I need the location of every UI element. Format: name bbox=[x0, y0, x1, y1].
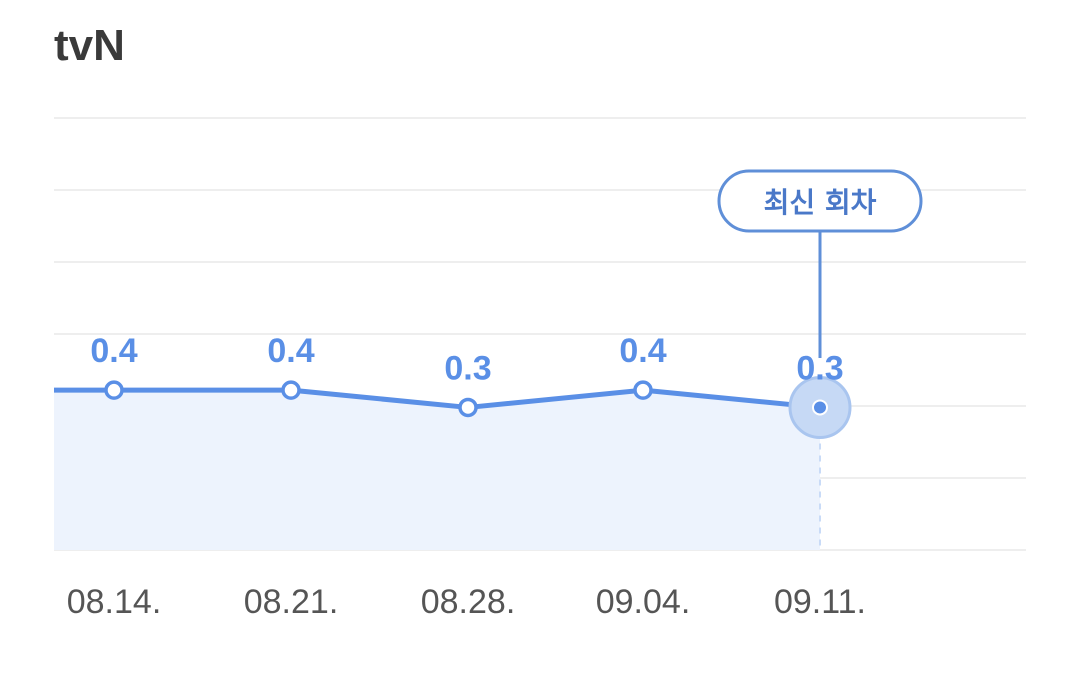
data-label-4: 0.3 bbox=[796, 349, 843, 387]
data-point-1 bbox=[281, 380, 301, 400]
x-tick-label-3: 09.04. bbox=[596, 583, 691, 621]
latest-episode-badge-box bbox=[717, 169, 923, 233]
x-tick-label-0: 08.14. bbox=[67, 583, 162, 621]
data-points bbox=[104, 375, 852, 439]
channel-title: tvN bbox=[54, 21, 125, 70]
x-tick-labels: 08.14. 08.21. 08.28. 09.04. 09.11. bbox=[67, 583, 866, 621]
x-tick-label-4: 09.11. bbox=[774, 583, 866, 621]
series-line bbox=[54, 387, 821, 410]
area-fill bbox=[54, 390, 820, 550]
data-label-1: 0.4 bbox=[267, 332, 314, 370]
data-point-3 bbox=[633, 380, 653, 400]
latest-episode-badge-label: 최신 회차 bbox=[764, 186, 877, 219]
data-point-0 bbox=[104, 380, 124, 400]
data-point-2 bbox=[458, 397, 478, 418]
data-label-3: 0.4 bbox=[619, 332, 666, 370]
data-labels: 0.4 0.4 0.3 0.4 0.3 bbox=[90, 332, 843, 387]
data-label-0: 0.4 bbox=[90, 332, 137, 370]
data-point-4 bbox=[812, 399, 828, 416]
latest-episode-badge: 최신 회차 bbox=[717, 169, 923, 233]
data-label-2: 0.3 bbox=[444, 349, 491, 387]
x-tick-label-1: 08.21. bbox=[244, 583, 339, 621]
x-tick-label-2: 08.28. bbox=[421, 583, 516, 621]
